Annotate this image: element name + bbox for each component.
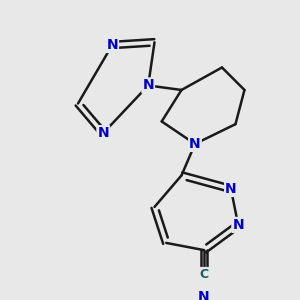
- Text: C: C: [200, 268, 208, 281]
- Text: N: N: [232, 218, 244, 232]
- Text: N: N: [142, 79, 154, 92]
- Text: N: N: [189, 137, 201, 151]
- Text: N: N: [225, 182, 237, 196]
- Text: N: N: [106, 38, 118, 52]
- Text: N: N: [98, 126, 109, 140]
- Text: N: N: [198, 290, 210, 300]
